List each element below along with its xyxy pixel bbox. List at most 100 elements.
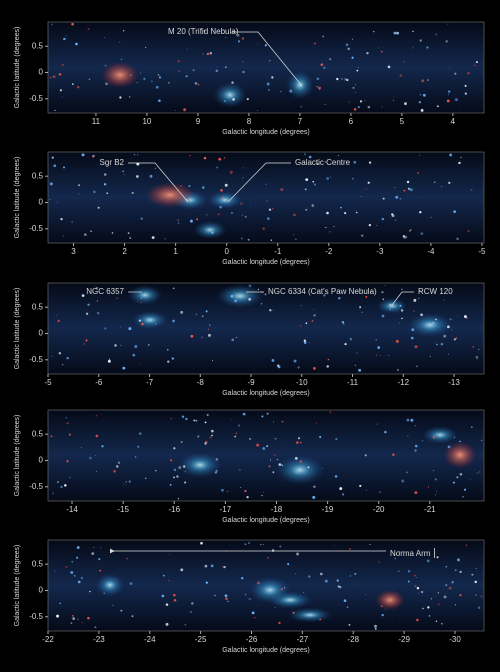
nebula-glow bbox=[178, 452, 222, 478]
star bbox=[419, 210, 422, 214]
star bbox=[194, 82, 198, 85]
star bbox=[208, 333, 211, 337]
star bbox=[242, 61, 244, 63]
star bbox=[221, 488, 224, 492]
star bbox=[130, 74, 132, 76]
star bbox=[417, 172, 419, 174]
star bbox=[344, 212, 347, 215]
x-tick-label: -4 bbox=[427, 247, 435, 256]
star bbox=[128, 480, 131, 483]
x-tick-label: -22 bbox=[42, 635, 54, 644]
star bbox=[346, 606, 349, 608]
star bbox=[476, 358, 478, 360]
x-tick-label: -12 bbox=[398, 378, 410, 387]
star bbox=[240, 486, 242, 488]
star bbox=[333, 544, 335, 546]
star bbox=[89, 456, 92, 460]
star bbox=[119, 96, 122, 99]
star bbox=[274, 607, 276, 609]
star bbox=[226, 490, 229, 493]
star bbox=[359, 484, 362, 487]
star bbox=[381, 291, 384, 294]
star bbox=[341, 493, 345, 496]
star bbox=[467, 72, 470, 75]
star bbox=[177, 219, 180, 222]
star bbox=[223, 100, 226, 103]
star bbox=[447, 445, 451, 449]
star bbox=[131, 191, 134, 195]
star bbox=[476, 472, 479, 475]
star bbox=[122, 30, 125, 32]
star bbox=[158, 99, 161, 103]
star bbox=[454, 98, 458, 102]
star bbox=[378, 561, 380, 563]
star bbox=[393, 95, 395, 97]
star bbox=[421, 196, 423, 198]
x-tick-label: -27 bbox=[297, 635, 309, 644]
star bbox=[307, 466, 310, 469]
star bbox=[257, 288, 260, 290]
star bbox=[171, 357, 175, 360]
star bbox=[69, 476, 71, 479]
star bbox=[158, 76, 161, 79]
star bbox=[453, 338, 456, 341]
star bbox=[365, 594, 367, 596]
x-tick-label: 9 bbox=[196, 117, 201, 126]
star bbox=[250, 202, 252, 204]
nebula-glow bbox=[193, 220, 227, 240]
star bbox=[237, 40, 241, 43]
star bbox=[117, 461, 121, 464]
star bbox=[421, 79, 425, 83]
star bbox=[195, 313, 198, 316]
star bbox=[456, 237, 459, 241]
star bbox=[409, 229, 411, 232]
x-tick-label: -16 bbox=[168, 505, 180, 514]
star bbox=[53, 164, 57, 168]
star bbox=[272, 471, 275, 474]
y-tick-label: -0.5 bbox=[29, 482, 43, 491]
star bbox=[456, 316, 458, 318]
star bbox=[388, 355, 390, 357]
star bbox=[360, 196, 362, 198]
star bbox=[341, 321, 345, 324]
x-tick-label: -3 bbox=[376, 247, 384, 256]
star bbox=[125, 481, 127, 483]
x-tick-label: 10 bbox=[142, 117, 151, 126]
star bbox=[51, 156, 54, 159]
star bbox=[58, 72, 62, 76]
x-tick-label: 11 bbox=[92, 117, 101, 126]
star bbox=[402, 235, 406, 238]
leader-line bbox=[232, 31, 303, 87]
star bbox=[392, 99, 394, 101]
star bbox=[65, 35, 67, 37]
star bbox=[120, 326, 122, 328]
sky-features bbox=[49, 153, 473, 241]
star bbox=[201, 315, 204, 318]
star bbox=[456, 476, 459, 479]
star bbox=[265, 183, 267, 186]
x-axis-label: Galactic longitude (degrees) bbox=[222, 647, 310, 654]
star bbox=[326, 176, 330, 180]
star bbox=[149, 174, 153, 178]
star bbox=[377, 346, 381, 350]
star bbox=[374, 627, 377, 630]
star bbox=[435, 620, 438, 622]
star bbox=[140, 302, 142, 304]
y-tick-label: 0 bbox=[39, 329, 44, 338]
star bbox=[434, 478, 437, 481]
x-tick-label: -5 bbox=[44, 378, 52, 387]
star bbox=[364, 454, 367, 457]
star bbox=[475, 594, 477, 596]
nebula-glow bbox=[443, 441, 477, 469]
star bbox=[273, 309, 275, 311]
star bbox=[335, 438, 338, 441]
star bbox=[178, 70, 180, 72]
star bbox=[242, 70, 245, 74]
star bbox=[75, 42, 78, 46]
star bbox=[77, 618, 79, 620]
star bbox=[414, 424, 417, 427]
star bbox=[459, 594, 462, 597]
star bbox=[173, 476, 175, 479]
star bbox=[264, 293, 267, 296]
star bbox=[407, 187, 411, 191]
